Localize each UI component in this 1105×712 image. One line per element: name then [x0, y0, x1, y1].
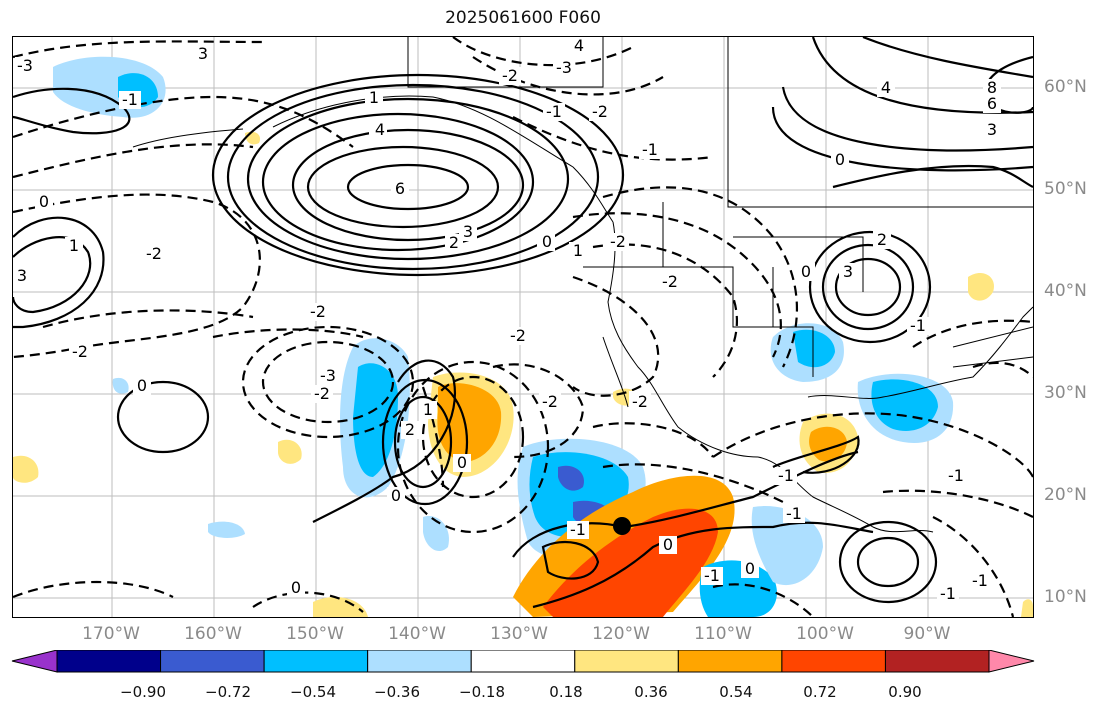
contour-label: 3: [987, 120, 997, 139]
contour-label: 3: [843, 262, 853, 281]
contour-label: 1: [573, 241, 583, 260]
contour-label: 2: [877, 230, 887, 249]
map-canvas: 4 3 -2 -3 -1 1 4 6 -3 -2 3 2 -2 0 -1 0 1…: [13, 37, 1033, 617]
lat-tick-label: 50°N: [1044, 179, 1087, 199]
colorbar-tick-label: −0.54: [290, 683, 336, 701]
contour-label: -3: [17, 56, 33, 75]
colorbar-tick-label: 0.90: [888, 683, 922, 701]
contour-labels: 4 3 -2 -3 -1 1 4 6 -3 -2 3 2 -2 0 -1 0 1…: [13, 37, 1001, 603]
contour-label: 2: [449, 233, 459, 252]
contour-label: -1: [786, 504, 802, 523]
contour-label: -1: [972, 571, 988, 590]
lon-tick-label: 130°W: [490, 624, 548, 644]
colorbar-segment: [781, 650, 886, 673]
contour-label: -1: [642, 140, 658, 159]
lat-tick-label: 10°N: [1044, 587, 1087, 607]
colorbar-extend-low: [11, 650, 58, 673]
colorbar-extend-high: [988, 650, 1035, 673]
contour-label: -1: [570, 520, 586, 539]
colorbar-segment: [470, 650, 576, 673]
colorbar-tick-label: −0.36: [374, 683, 420, 701]
lon-tick-label: 110°W: [694, 624, 752, 644]
contour-label: -2: [146, 244, 162, 263]
contour-label: 0: [391, 486, 401, 505]
contour-label: -2: [592, 102, 608, 121]
contour-label: -1: [940, 584, 956, 603]
map-panel: 4 3 -2 -3 -1 1 4 6 -3 -2 3 2 -2 0 -1 0 1…: [12, 36, 1034, 618]
contour-label: -2: [310, 302, 326, 321]
contour-label: 0: [801, 262, 811, 281]
contour-label: -3: [320, 366, 336, 385]
colorbar-tick-label: −0.90: [120, 683, 166, 701]
lon-tick-label: 150°W: [286, 624, 344, 644]
contour-label: -2: [502, 66, 518, 85]
colorbar: [11, 650, 1035, 673]
contour-label: 1: [369, 88, 379, 107]
contour-label: -2: [542, 392, 558, 411]
contour-label: 0: [39, 192, 49, 211]
contour-label: -1: [910, 316, 926, 335]
colorbar-segment: [367, 650, 472, 673]
colorbar-tick-label: 0.72: [803, 683, 837, 701]
contour-label: -1: [778, 466, 794, 485]
contour-label: -2: [662, 272, 678, 291]
contour-label: 3: [463, 222, 473, 241]
contour-label: -1: [948, 466, 964, 485]
colorbar-segment: [677, 650, 783, 673]
contour-label: 8: [987, 78, 997, 97]
solid-contours: [13, 37, 1033, 609]
chart-title: 2025061600 F060: [445, 8, 601, 28]
lat-tick-label: 30°N: [1044, 383, 1087, 403]
contour-label: 3: [17, 266, 27, 285]
colorbar-tick-label: −0.18: [459, 683, 505, 701]
contour-label: 6: [395, 179, 405, 198]
lon-tick-label: 100°W: [796, 624, 854, 644]
contour-label: -2: [314, 384, 330, 403]
contour-label: 6: [987, 94, 997, 113]
contour-label: -1: [122, 90, 138, 109]
lon-tick-label: 140°W: [388, 624, 446, 644]
contour-label: 3: [198, 44, 208, 63]
contour-label: 0: [835, 150, 845, 169]
contour-label: 4: [881, 78, 891, 97]
colorbar-segment: [574, 650, 679, 673]
lon-tick-label: 90°W: [903, 624, 951, 644]
colorbar-tick-label: 0.36: [634, 683, 668, 701]
contour-label: 0: [542, 232, 552, 251]
colorbar-segment: [56, 650, 162, 673]
contour-label: -1: [546, 102, 562, 121]
colorbar-tick-label: −0.72: [205, 683, 251, 701]
colorbar-tick-label: 0.18: [549, 683, 583, 701]
colorbar-segment: [160, 650, 265, 673]
contour-label: -2: [72, 342, 88, 361]
contour-label: 4: [375, 120, 385, 139]
storm-center-marker: [613, 517, 631, 535]
contour-label: -2: [632, 392, 648, 411]
lon-tick-label: 160°W: [184, 624, 242, 644]
colorbar-tick-label: 0.54: [719, 683, 753, 701]
colorbar-segment: [884, 650, 990, 673]
contour-label: -1: [704, 566, 720, 585]
lat-tick-label: 60°N: [1044, 77, 1087, 97]
contour-label: -2: [510, 326, 526, 345]
contour-label: 1: [69, 236, 79, 255]
contour-label: 0: [457, 453, 467, 472]
contour-label: 1: [423, 400, 433, 419]
lon-tick-label: 120°W: [592, 624, 650, 644]
contour-label: -3: [556, 58, 572, 77]
contour-label: 4: [574, 37, 584, 55]
contour-label: 0: [291, 578, 301, 597]
contour-label: 2: [405, 420, 415, 439]
colorbar-segment: [263, 650, 369, 673]
contour-label: 0: [745, 559, 755, 578]
lon-tick-label: 170°W: [82, 624, 140, 644]
lat-tick-label: 20°N: [1044, 485, 1087, 505]
contour-label: 0: [663, 535, 673, 554]
contour-label: -2: [610, 232, 626, 251]
contour-label: 0: [137, 376, 147, 395]
lat-tick-label: 40°N: [1044, 281, 1087, 301]
